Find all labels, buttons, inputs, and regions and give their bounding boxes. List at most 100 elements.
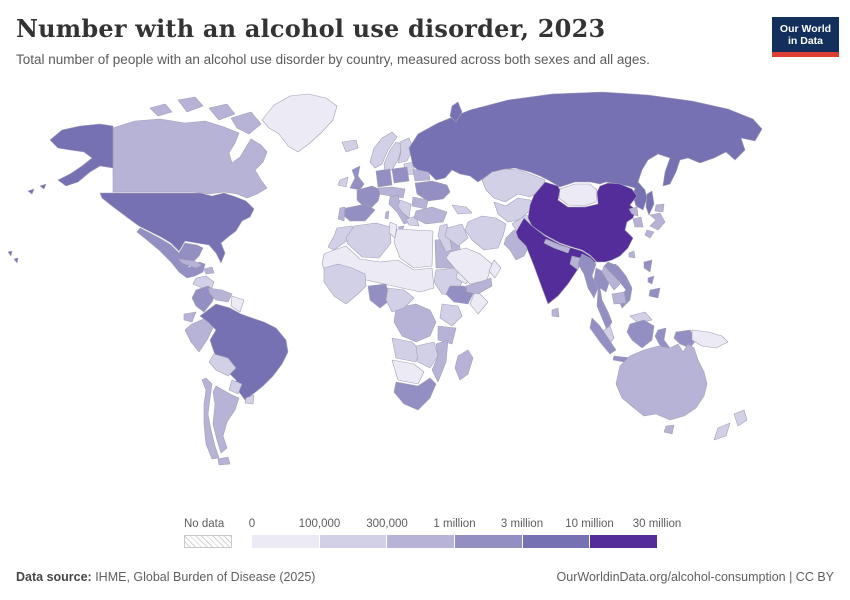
country-nigeria[interactable] <box>367 283 391 309</box>
country-libya[interactable] <box>393 228 434 269</box>
country-argentina[interactable] <box>212 385 240 454</box>
country-ireland[interactable] <box>337 176 349 188</box>
country-china[interactable] <box>527 181 638 263</box>
country-new-zealand-north[interactable] <box>733 409 748 427</box>
legend-bucket-swatch[interactable] <box>252 535 320 548</box>
country-greenland[interactable] <box>261 93 338 153</box>
country-nepal[interactable] <box>543 238 571 254</box>
country-south-africa[interactable] <box>393 377 437 411</box>
country-south-korea[interactable] <box>632 216 644 228</box>
country-taiwan[interactable] <box>628 250 636 259</box>
country-australia[interactable] <box>615 343 708 421</box>
country-mongolia[interactable] <box>558 183 598 207</box>
country-japan-hokkaido[interactable] <box>654 203 665 213</box>
country-sri-lanka[interactable] <box>551 307 560 318</box>
country-caucasus[interactable] <box>451 204 473 215</box>
country-cameroon-car[interactable] <box>385 287 415 313</box>
country-ukraine[interactable] <box>414 180 451 202</box>
owid-logo-line2: in Data <box>787 34 823 47</box>
country-bolivia[interactable] <box>208 353 237 377</box>
country-hawaii[interactable] <box>7 250 19 264</box>
country-namibia-botswana[interactable] <box>391 359 425 385</box>
country-borneo[interactable] <box>626 319 655 349</box>
country-iraq[interactable] <box>444 223 469 247</box>
legend-tick-label: 3 million <box>500 518 544 530</box>
country-levant[interactable] <box>437 223 453 253</box>
country-cambodia[interactable] <box>611 291 627 305</box>
country-cuba[interactable] <box>177 258 203 269</box>
country-philippines-luzon[interactable] <box>643 259 653 273</box>
legend-bucket-swatch[interactable] <box>455 535 523 548</box>
country-alaska[interactable] <box>49 123 114 187</box>
legend-bucket-swatch[interactable] <box>387 535 456 548</box>
legend-bucket-swatch[interactable] <box>590 535 658 548</box>
country-guyanas[interactable] <box>230 295 245 313</box>
legend-bucket-swatch[interactable] <box>522 535 591 548</box>
country-canada-arctic-island[interactable] <box>208 103 236 121</box>
country-venezuela[interactable] <box>207 287 233 303</box>
country-zambia-zimbabwe[interactable] <box>415 341 439 369</box>
country-morocco[interactable] <box>327 225 357 251</box>
country-brazil[interactable] <box>199 303 289 401</box>
country-west-africa[interactable] <box>323 263 367 305</box>
country-yemen[interactable] <box>465 277 493 295</box>
country-iran[interactable] <box>464 215 507 251</box>
country-spain[interactable] <box>341 203 376 222</box>
country-philippines-visayas[interactable] <box>647 275 655 285</box>
country-hispaniola[interactable] <box>203 266 215 275</box>
country-oman[interactable] <box>488 259 502 279</box>
owid-logo[interactable]: Our World in Data <box>772 17 839 57</box>
country-papua-new-guinea[interactable] <box>691 329 729 349</box>
country-tanzania[interactable] <box>437 325 457 345</box>
legend-bucket-swatch[interactable] <box>319 535 388 548</box>
legend-no-data-swatch[interactable] <box>184 535 232 548</box>
legend-color-bar[interactable] <box>252 535 658 548</box>
country-usa[interactable] <box>99 192 255 264</box>
country-portugal[interactable] <box>337 206 346 222</box>
country-balkans[interactable] <box>397 199 412 219</box>
country-paraguay[interactable] <box>228 379 243 395</box>
country-aleutians[interactable] <box>27 183 47 195</box>
country-philippines-mindanao[interactable] <box>648 287 661 299</box>
country-novaya-zemlya[interactable] <box>449 101 463 123</box>
country-chile[interactable] <box>201 377 220 460</box>
country-iceland[interactable] <box>341 139 359 153</box>
country-kenya-uganda[interactable] <box>439 303 463 327</box>
country-canada-arctic-island[interactable] <box>177 96 204 113</box>
country-norway[interactable] <box>369 131 398 169</box>
country-sakhalin[interactable] <box>645 190 655 216</box>
chart-subtitle: Total number of people with an alcohol u… <box>16 52 650 67</box>
country-japan-honshu[interactable] <box>649 212 666 231</box>
legend-no-data-label: No data <box>184 518 225 530</box>
legend-tick-label: 300,000 <box>366 518 408 530</box>
country-germany[interactable] <box>375 168 393 188</box>
country-uruguay[interactable] <box>244 394 255 405</box>
map-countries <box>7 91 763 466</box>
country-algeria[interactable] <box>345 222 392 259</box>
country-mozambique[interactable] <box>431 339 449 383</box>
country-ecuador[interactable] <box>183 311 197 323</box>
country-myanmar[interactable] <box>577 253 599 299</box>
country-new-zealand-south[interactable] <box>713 422 731 441</box>
country-north-korea[interactable] <box>628 206 639 217</box>
country-dr-congo[interactable] <box>393 303 437 343</box>
country-sumatra[interactable] <box>589 317 617 355</box>
country-poland[interactable] <box>391 166 410 184</box>
credit-link[interactable]: OurWorldinData.org/alcohol-consumption |… <box>556 570 834 584</box>
country-tierra-del-fuego[interactable] <box>217 456 231 466</box>
country-malaysia-borneo[interactable] <box>629 311 653 324</box>
legend-tick-label: 100,000 <box>298 518 341 530</box>
country-japan-kyushu[interactable] <box>644 229 655 239</box>
country-madagascar[interactable] <box>454 349 474 381</box>
country-finland[interactable] <box>397 137 414 164</box>
country-tasmania[interactable] <box>663 424 675 435</box>
country-bangladesh[interactable] <box>569 255 581 271</box>
country-canada-arctic-island[interactable] <box>149 103 173 117</box>
country-sardinia[interactable] <box>384 210 390 220</box>
country-canada-baffin[interactable] <box>230 111 262 135</box>
country-turkey[interactable] <box>413 206 448 225</box>
country-canada[interactable] <box>112 118 268 199</box>
country-united-kingdom[interactable] <box>349 165 365 191</box>
